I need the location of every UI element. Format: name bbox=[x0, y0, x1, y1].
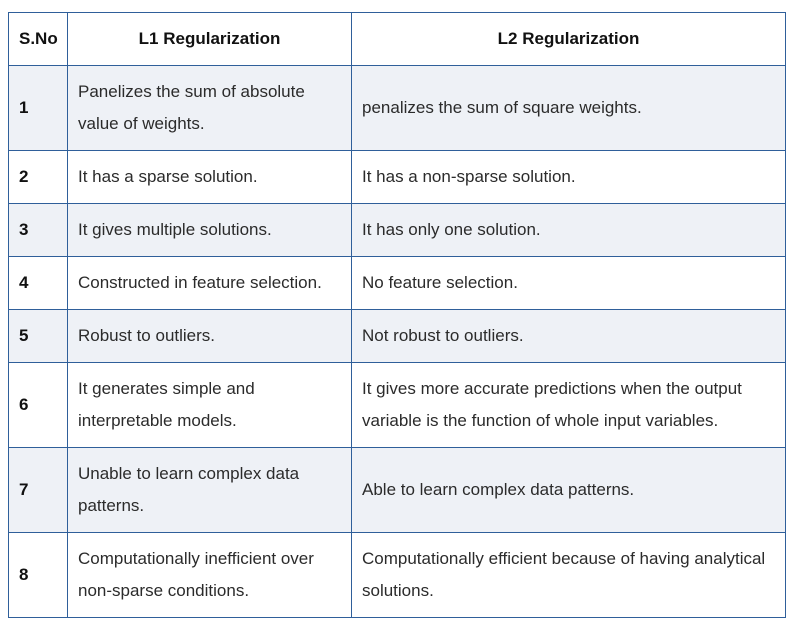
table-row: 5 Robust to outliers. Not robust to outl… bbox=[8, 309, 786, 363]
cell-l1: It has a sparse solution. bbox=[67, 150, 352, 204]
header-sno: S.No bbox=[8, 12, 68, 66]
cell-l2: No feature selection. bbox=[351, 256, 786, 310]
cell-sno: 7 bbox=[8, 447, 68, 533]
header-l2: L2 Regularization bbox=[351, 12, 786, 66]
cell-l1: Panelizes the sum of absolute value of w… bbox=[67, 65, 352, 151]
table-row: 6 It generates simple and interpretable … bbox=[8, 362, 786, 448]
cell-l1: Computationally inefficient over non-spa… bbox=[67, 532, 352, 618]
cell-sno: 5 bbox=[8, 309, 68, 363]
cell-l1: It generates simple and interpretable mo… bbox=[67, 362, 352, 448]
table-row: 1 Panelizes the sum of absolute value of… bbox=[8, 65, 786, 151]
header-row: S.No L1 Regularization L2 Regularization bbox=[8, 12, 786, 66]
cell-l1: Unable to learn complex data patterns. bbox=[67, 447, 352, 533]
table-row: 4 Constructed in feature selection. No f… bbox=[8, 256, 786, 310]
table-row: 3 It gives multiple solutions. It has on… bbox=[8, 203, 786, 257]
table-header: S.No L1 Regularization L2 Regularization bbox=[8, 12, 786, 66]
cell-l1: It gives multiple solutions. bbox=[67, 203, 352, 257]
cell-l2: penalizes the sum of square weights. bbox=[351, 65, 786, 151]
table-row: 8 Computationally inefficient over non-s… bbox=[8, 532, 786, 618]
cell-l2: Computationally efficient because of hav… bbox=[351, 532, 786, 618]
cell-l2: It has a non-sparse solution. bbox=[351, 150, 786, 204]
cell-l2: It has only one solution. bbox=[351, 203, 786, 257]
cell-l2: Able to learn complex data patterns. bbox=[351, 447, 786, 533]
cell-sno: 6 bbox=[8, 362, 68, 448]
table-row: 7 Unable to learn complex data patterns.… bbox=[8, 447, 786, 533]
cell-l2: Not robust to outliers. bbox=[351, 309, 786, 363]
cell-l2: It gives more accurate predictions when … bbox=[351, 362, 786, 448]
comparison-table-container: S.No L1 Regularization L2 Regularization… bbox=[8, 12, 786, 618]
header-l1: L1 Regularization bbox=[67, 12, 352, 66]
cell-sno: 2 bbox=[8, 150, 68, 204]
cell-sno: 1 bbox=[8, 65, 68, 151]
cell-l1: Robust to outliers. bbox=[67, 309, 352, 363]
comparison-table: S.No L1 Regularization L2 Regularization… bbox=[8, 12, 786, 618]
table-row: 2 It has a sparse solution. It has a non… bbox=[8, 150, 786, 204]
cell-sno: 8 bbox=[8, 532, 68, 618]
cell-sno: 4 bbox=[8, 256, 68, 310]
cell-sno: 3 bbox=[8, 203, 68, 257]
table-body: 1 Panelizes the sum of absolute value of… bbox=[8, 65, 786, 618]
cell-l1: Constructed in feature selection. bbox=[67, 256, 352, 310]
